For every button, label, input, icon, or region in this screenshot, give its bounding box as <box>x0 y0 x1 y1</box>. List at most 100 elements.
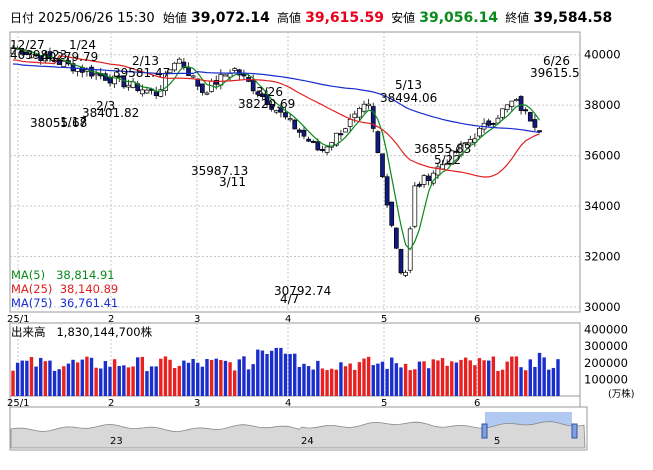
candle-body <box>278 107 284 113</box>
price-header: 日付 2025/06/26 15:30 始値 39,072.14 高値 39,6… <box>10 9 615 27</box>
navigator-right-handle <box>571 423 578 439</box>
volume-bar <box>214 358 218 396</box>
annotation-date: 5/22 <box>434 153 461 167</box>
volume-bar <box>450 361 454 396</box>
candle-body <box>380 153 385 178</box>
candle-body <box>103 73 108 81</box>
price-y-tick: 40000 <box>584 48 621 62</box>
volume-bar <box>505 361 509 396</box>
volume-bar <box>329 368 334 396</box>
candle-body <box>347 119 353 127</box>
volume-bar <box>533 366 537 396</box>
volume-bar <box>348 363 352 396</box>
volume-bar <box>163 356 168 396</box>
volume-bar <box>496 371 500 396</box>
ma75-line <box>12 63 540 134</box>
volume-bar <box>126 367 131 396</box>
ma5-legend: MA(5) 38,814.91 <box>11 268 115 282</box>
ma75-label: MA(75) <box>11 296 53 310</box>
candle-body <box>186 66 191 76</box>
volume-unit-label: (万株) <box>608 388 634 400</box>
candle-body <box>500 108 505 118</box>
volume-title: 出来高 1,830,144,700株 <box>11 324 152 340</box>
annotation-value: 38401.82 <box>82 106 139 120</box>
annotation-date: 3/26 <box>256 85 283 99</box>
candle-body <box>172 62 178 71</box>
candle-body <box>47 51 53 59</box>
volume-bar <box>117 366 121 396</box>
volume-bar <box>39 357 43 396</box>
ma5-label: MA(5) <box>11 268 46 282</box>
candle-body <box>366 103 371 106</box>
candle-body <box>29 53 34 59</box>
ma25-label: MA(25) <box>11 282 53 296</box>
volume-bar <box>11 370 15 396</box>
volume-bar <box>43 361 48 396</box>
volume-bar <box>232 370 237 396</box>
candle-body <box>357 108 362 118</box>
candle-body <box>297 129 302 133</box>
price-x-tick: 4 <box>285 314 291 325</box>
price-gridlines <box>10 32 580 396</box>
volume-label: 出来高 <box>11 325 46 339</box>
ma5-line <box>12 47 540 251</box>
candle-body <box>116 75 122 78</box>
navigator-left-handle <box>481 423 488 439</box>
annotation-date: 12/27 <box>10 38 45 52</box>
volume-bar <box>334 369 339 396</box>
candle-body <box>421 175 427 185</box>
volume-bar <box>131 366 135 396</box>
high-label: 高値 <box>276 11 301 25</box>
price-x-tick: 3 <box>194 314 200 325</box>
candle-body <box>454 150 459 153</box>
price-y-tick: 36000 <box>584 149 621 163</box>
volume-bar <box>311 369 315 396</box>
volume-bar <box>219 359 223 396</box>
candle-body <box>181 61 187 68</box>
candle-body <box>190 75 196 78</box>
volume-bar <box>487 360 491 396</box>
volume-bar <box>182 360 186 396</box>
volume-bar <box>547 369 551 396</box>
volume-bar <box>320 368 325 396</box>
volume-bar <box>417 361 422 396</box>
annotation-date: 2/3 <box>96 99 115 113</box>
volume-bar <box>71 359 75 396</box>
volume-bar <box>426 368 431 396</box>
volume-bar <box>159 358 163 396</box>
annotation-date: 1/24 <box>69 38 96 52</box>
volume-y-tick: 400000 <box>584 323 628 337</box>
candle-body <box>167 69 173 74</box>
candle-body <box>176 58 182 64</box>
annotation-date: 3/11 <box>219 175 246 189</box>
candle-body <box>200 83 205 93</box>
candle-body <box>213 80 219 85</box>
candle-body <box>126 84 131 88</box>
navigator-area <box>10 421 586 449</box>
volume-bar <box>62 366 66 396</box>
annotation-date: 2/13 <box>132 54 159 68</box>
volume-bar <box>537 352 542 396</box>
volume-bar <box>256 349 260 396</box>
candle-body <box>112 75 117 85</box>
volume-bar <box>57 369 61 396</box>
volume-bar <box>357 362 362 396</box>
annotation-date: 5/13 <box>395 78 422 92</box>
volume-bar <box>228 362 232 396</box>
volume-bar <box>413 369 417 396</box>
candle-body <box>61 60 67 67</box>
volume-bar <box>316 360 320 396</box>
volume-bar <box>519 367 523 396</box>
candle-body <box>250 79 256 92</box>
candle-body <box>343 128 348 133</box>
candle-body <box>467 139 473 144</box>
candle-body <box>338 133 344 136</box>
annotation-value: 38055.68 <box>30 116 87 130</box>
annotation-value: 39581.47 <box>113 66 170 80</box>
volume-bar <box>237 359 242 396</box>
candle-body <box>292 119 298 130</box>
volume-bar <box>89 357 94 396</box>
candle-body <box>490 122 496 125</box>
candle-body <box>320 149 325 151</box>
candle-body <box>426 175 432 181</box>
